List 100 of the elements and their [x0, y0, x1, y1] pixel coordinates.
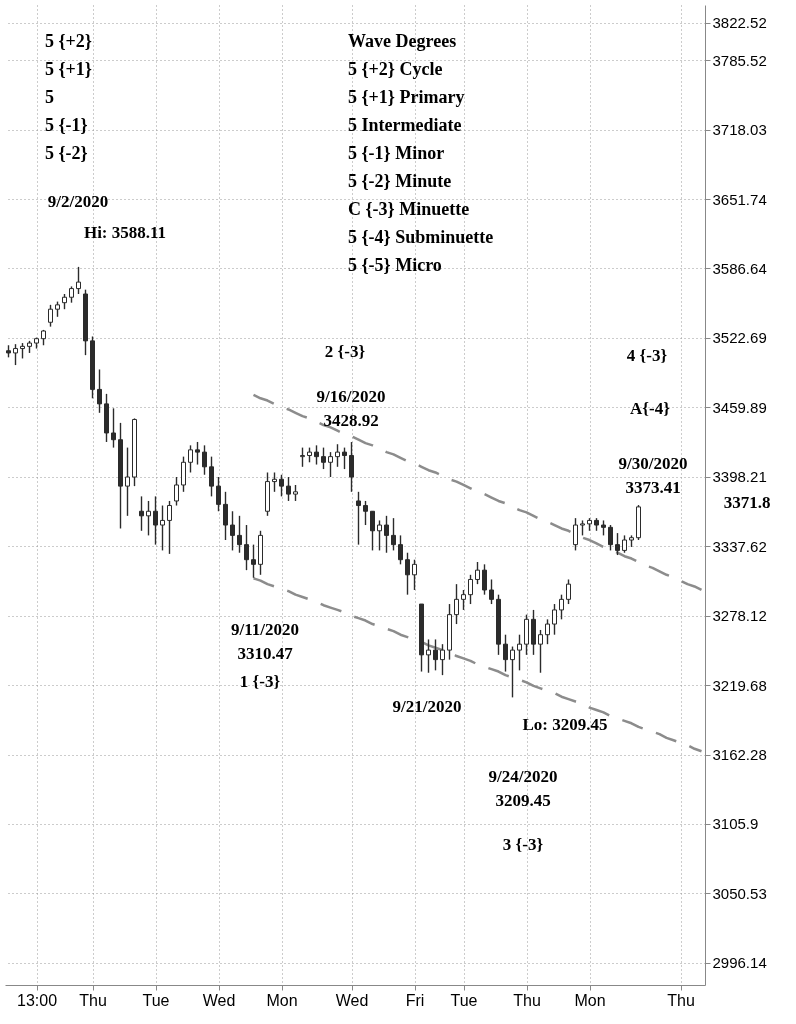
candlestick	[349, 441, 354, 493]
candlestick	[321, 446, 326, 470]
annotation: 1 {-3}	[239, 672, 281, 691]
candlestick	[412, 558, 417, 591]
candlestick	[97, 368, 102, 414]
candlestick	[545, 618, 550, 645]
candlestick	[440, 643, 445, 676]
candlestick	[167, 500, 172, 555]
annotation: 9/21/2020	[392, 697, 462, 716]
candlestick	[559, 593, 564, 621]
x-tick-label: Thu	[667, 991, 695, 1009]
candlestick	[566, 578, 571, 605]
candlestick	[244, 524, 249, 571]
candlestick	[573, 517, 578, 552]
annotation: 9/16/2020 3428.92	[316, 387, 386, 430]
candlestick	[377, 519, 382, 552]
candlestick	[223, 491, 228, 541]
x-tick-label: Thu	[513, 991, 541, 1009]
candlestick	[230, 510, 235, 552]
y-tick-label: 3651.74	[712, 190, 767, 208]
y-tick-label: 3718.03	[712, 121, 767, 139]
annotation: 9/30/2020 3373.41	[618, 454, 688, 497]
candlestick	[363, 500, 368, 526]
annotation: 9/2/2020	[47, 192, 109, 211]
candlestick	[251, 543, 256, 579]
y-tick-label: 3105.9	[712, 815, 759, 833]
candlestick	[188, 444, 193, 474]
candlestick	[48, 304, 53, 328]
candlestick	[153, 495, 158, 546]
y-tick-label: 3278.12	[712, 607, 767, 625]
candlestick	[125, 446, 130, 517]
annotation: A{-4}	[630, 399, 671, 418]
candlestick	[503, 633, 508, 673]
x-tick-label: 13:00	[16, 991, 58, 1009]
candlestick	[202, 444, 207, 476]
candlestick	[209, 455, 214, 498]
candlestick	[426, 638, 431, 674]
y-tick-label: 2996.14	[712, 954, 767, 972]
text: 3371.8	[723, 493, 771, 512]
candlestick	[272, 471, 277, 493]
candlestick	[538, 629, 543, 674]
candlestick	[489, 578, 494, 605]
x-tick-label: Tue	[450, 991, 478, 1009]
y-tick-label: 3337.62	[712, 537, 767, 555]
candlestick	[216, 476, 221, 512]
candlestick	[398, 534, 403, 566]
candlestick	[615, 532, 620, 556]
annotation: 9/24/2020 3209.45	[488, 767, 558, 810]
candlestick	[314, 444, 319, 466]
y-tick-label: 3398.21	[712, 468, 767, 486]
x-tick-label: Tue	[142, 991, 170, 1009]
y-tick-label: 3050.53	[712, 884, 767, 902]
candlestick	[608, 524, 613, 552]
text: Wave Degrees 5 {+2} Cycle 5 {+1} Primary 5 Intermediate 5 {-1} Minor 5 {-2} Minute C {-3} Minuette 5 {-4} Subminuette 5 {-5} Micro	[348, 31, 494, 275]
candlestick	[146, 500, 151, 537]
candlestick	[468, 574, 473, 605]
candlestick	[405, 552, 410, 596]
candlestick	[552, 603, 557, 636]
candlestick	[461, 589, 466, 611]
candlestick	[139, 495, 144, 532]
x-tick-label: Mon	[574, 991, 606, 1009]
candlestick	[510, 645, 515, 699]
candlestick	[384, 515, 389, 554]
annotation: Lo: 3209.45	[522, 715, 608, 734]
candlestick	[111, 407, 116, 449]
x-tick-label: Wed	[202, 991, 236, 1009]
candlestick	[195, 441, 200, 466]
candlestick	[433, 638, 438, 672]
x-tick-label: Fri	[405, 991, 425, 1009]
candlestick	[475, 561, 480, 585]
x-tick-label: Thu	[79, 991, 107, 1009]
y-tick-label: 3822.52	[712, 14, 767, 32]
candlestick	[300, 446, 305, 468]
candlestick	[328, 451, 333, 478]
candlestick	[517, 633, 522, 672]
candlestick	[174, 476, 179, 507]
candlestick	[237, 515, 242, 554]
y-tick-label: 3586.64	[712, 259, 767, 277]
candlestick	[391, 517, 396, 552]
y-tick-label: 3162.28	[712, 746, 767, 764]
y-tick-label: 3219.68	[712, 676, 767, 694]
annotation: Hi: 3588.11	[83, 223, 167, 242]
candlestick	[160, 504, 165, 552]
candlestick	[370, 510, 375, 552]
candlestick	[181, 455, 186, 493]
candlestick	[13, 343, 18, 366]
candlestick	[279, 474, 284, 498]
candlestick	[454, 583, 459, 625]
candlestick	[335, 443, 340, 468]
annotation: 4 {-3}	[626, 346, 668, 365]
candlestick	[76, 266, 81, 295]
candlestick	[286, 476, 291, 502]
x-tick-label: Mon	[266, 991, 298, 1009]
annotation: 3 {-3}	[502, 835, 544, 854]
y-tick-label: 3785.52	[712, 51, 767, 69]
x-tick-label: Wed	[335, 991, 369, 1009]
line-series	[252, 393, 703, 592]
candlestick	[482, 563, 487, 596]
candlestick	[342, 446, 347, 470]
annotation: 9/11/2020 3310.47	[230, 620, 300, 663]
